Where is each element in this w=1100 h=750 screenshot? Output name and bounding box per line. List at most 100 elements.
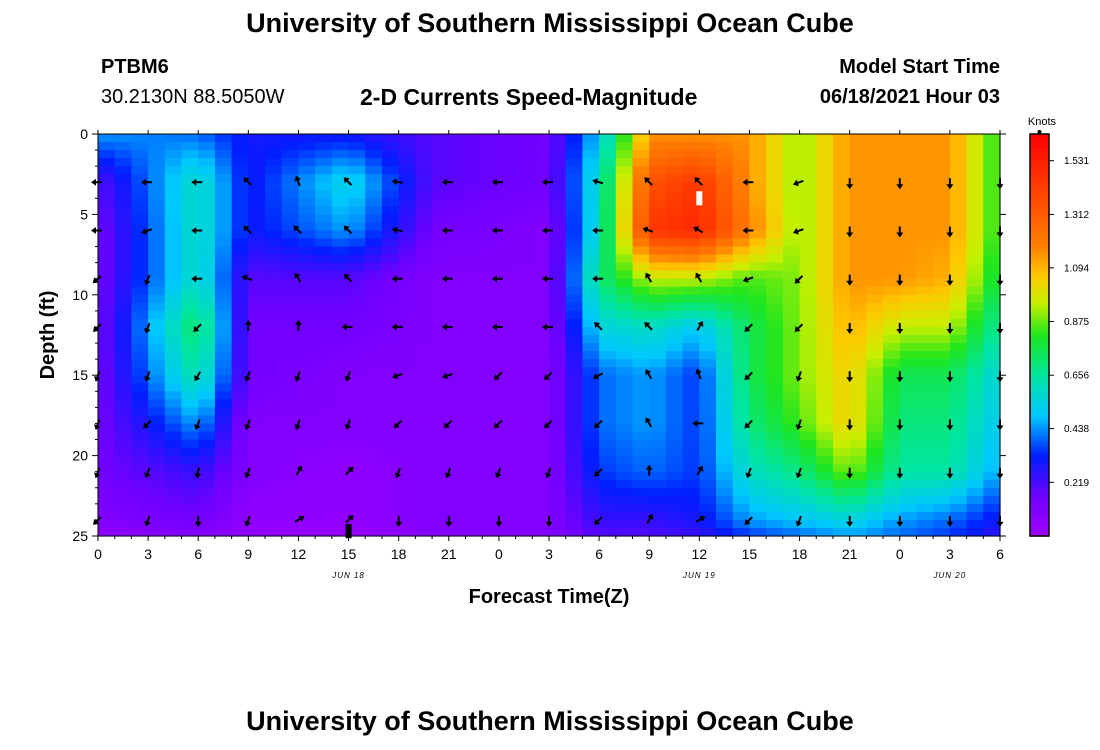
heat-cell <box>381 190 400 199</box>
heat-cell <box>231 222 249 232</box>
heat-cell <box>315 286 333 296</box>
heat-cell <box>682 134 700 143</box>
heat-cell <box>298 351 316 360</box>
heat-cell <box>482 142 500 151</box>
heat-cell <box>866 286 884 296</box>
heat-cell <box>381 278 400 288</box>
heat-cell <box>214 214 233 224</box>
heat-cell <box>214 206 233 215</box>
heat-cell <box>866 463 884 473</box>
heat-cell <box>515 455 533 465</box>
heat-cell <box>549 383 567 392</box>
heat-cell <box>448 375 467 384</box>
heat-cell <box>198 302 216 312</box>
current-arrow <box>444 467 452 479</box>
heat-cell <box>599 383 617 392</box>
heat-cell <box>465 238 483 248</box>
heat-cell <box>465 134 483 143</box>
heat-cell <box>415 375 433 384</box>
heat-cell <box>181 206 199 215</box>
heat-cell <box>214 447 233 457</box>
heat-cell <box>131 318 149 328</box>
heat-cell <box>498 222 517 232</box>
heat-cell <box>98 302 116 312</box>
heat-cell <box>148 294 166 304</box>
current-arrow <box>946 178 954 190</box>
heat-cell <box>849 407 867 416</box>
heat-cell <box>732 431 751 441</box>
heat-cell <box>131 214 149 224</box>
heat-cell <box>381 238 400 248</box>
heat-cell <box>933 246 951 256</box>
heat-cell <box>315 439 333 449</box>
heat-cell <box>716 423 734 433</box>
heat-cell <box>899 503 918 513</box>
heat-cell <box>365 302 383 312</box>
current-arrow <box>395 515 403 527</box>
heat-cell <box>866 335 884 344</box>
heat-cell <box>716 351 734 360</box>
heat-cell <box>281 479 300 489</box>
heat-cell <box>883 471 901 481</box>
heat-cell <box>98 511 116 521</box>
heat-cell <box>148 407 166 416</box>
heat-cell <box>899 511 918 521</box>
colorbar-segment <box>1030 199 1049 203</box>
heat-cell <box>214 455 233 465</box>
x-axis-label: Forecast Time(Z) <box>469 586 630 608</box>
current-arrow <box>896 323 904 334</box>
heat-cell <box>315 246 333 256</box>
heat-cell <box>933 174 951 183</box>
heat-cell <box>532 150 550 159</box>
current-arrow <box>241 274 253 282</box>
heat-cell <box>265 471 283 481</box>
heat-cell <box>615 158 634 167</box>
heat-cell <box>716 447 734 457</box>
heat-cell <box>331 375 350 384</box>
heat-cell <box>98 407 116 416</box>
heat-cell <box>933 423 951 433</box>
current-arrow <box>491 227 503 234</box>
heat-cell <box>248 318 266 328</box>
heat-cell <box>148 471 166 481</box>
current-arrow <box>692 419 704 427</box>
heat-cell <box>381 511 400 521</box>
heat-cell <box>98 359 116 368</box>
heat-cell <box>131 198 149 207</box>
heat-cell <box>682 439 700 449</box>
heat-cell <box>448 519 467 529</box>
heat-cell <box>983 326 1001 336</box>
heat-cell <box>615 487 634 497</box>
current-arrow <box>545 515 553 527</box>
heat-cell <box>465 399 483 408</box>
heat-cell <box>599 238 617 248</box>
heat-cell <box>732 415 751 425</box>
heat-cell <box>432 270 450 280</box>
heat-cell <box>98 310 116 320</box>
heat-cell <box>265 527 283 537</box>
heat-cell <box>649 310 667 320</box>
heat-cell <box>682 463 700 473</box>
heat-cell <box>933 294 951 304</box>
colorbar-segment <box>1030 307 1049 311</box>
heat-cell <box>949 359 968 368</box>
heat-cell <box>649 238 667 248</box>
heat-cell <box>148 447 166 457</box>
heat-cell <box>582 423 600 433</box>
heat-cell <box>766 423 784 433</box>
heat-cell <box>482 214 500 224</box>
heat-cell <box>699 495 717 505</box>
heat-cell <box>649 190 667 199</box>
heat-cell <box>265 230 283 240</box>
heat-cell <box>498 158 517 167</box>
heat-cell <box>331 238 350 248</box>
heat-cell <box>766 343 784 352</box>
heat-cell <box>799 142 817 151</box>
heat-cell <box>782 262 801 272</box>
x-tick-label: 9 <box>244 546 252 562</box>
heat-cell <box>599 326 617 336</box>
heat-cell <box>248 150 266 159</box>
current-arrow <box>244 515 251 527</box>
colorbar-segment <box>1030 345 1049 349</box>
heat-cell <box>482 367 500 376</box>
